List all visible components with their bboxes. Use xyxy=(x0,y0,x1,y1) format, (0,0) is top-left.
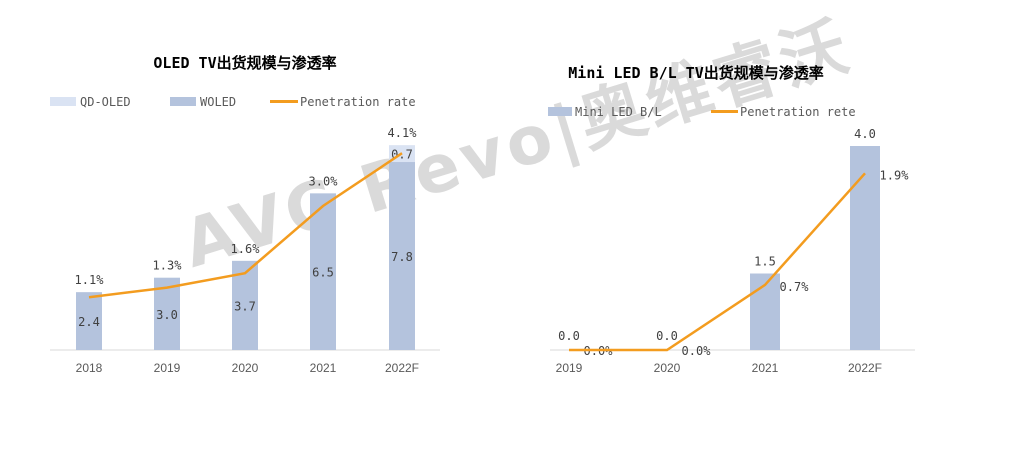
legend-swatch xyxy=(548,107,572,116)
penetration-label: 0.7% xyxy=(780,280,810,294)
data-label: 1.5 xyxy=(754,255,776,269)
penetration-label: 1.9% xyxy=(880,168,910,182)
penetration-label: 1.1% xyxy=(75,273,105,287)
line-penetration-rete xyxy=(569,172,866,352)
data-label: 3.0 xyxy=(156,308,178,322)
data-label: 4.0 xyxy=(854,127,876,141)
penetration-label: 1.6% xyxy=(231,242,261,256)
bar-mini-led xyxy=(850,146,880,350)
x-tick-label: 2018 xyxy=(76,361,103,375)
data-label: 6.5 xyxy=(312,266,334,280)
data-label: 0.0 xyxy=(558,329,580,343)
bar-woled xyxy=(310,193,336,350)
legend-label: Penetration rete xyxy=(740,105,856,119)
legend-label: WOLED xyxy=(200,95,236,109)
bar-woled xyxy=(389,162,415,350)
penetration-label: 1.3% xyxy=(153,259,183,273)
x-tick-label: 2021 xyxy=(310,361,337,375)
data-label: 0.0 xyxy=(656,329,678,343)
chart-title: Mini LED B/L TV出货规模与渗透率 xyxy=(568,64,823,82)
data-label: 3.7 xyxy=(234,299,256,313)
x-tick-label: 2020 xyxy=(232,361,259,375)
line-penetration-rate xyxy=(88,152,403,299)
penetration-label: 3.0% xyxy=(309,174,339,188)
legend-swatch xyxy=(50,97,76,106)
bar-woled xyxy=(76,292,102,350)
data-label: 2.4 xyxy=(78,315,100,329)
chart-title: OLED TV出货规模与渗透率 xyxy=(153,54,336,72)
penetration-label: 0.0% xyxy=(682,344,712,358)
legend-swatch xyxy=(170,97,196,106)
legend-label: Penetration rate xyxy=(300,95,416,109)
x-tick-label: 2022F xyxy=(385,361,419,375)
x-tick-label: 2020 xyxy=(654,361,681,375)
x-tick-label: 2022F xyxy=(848,361,882,375)
legend-label: QD-OLED xyxy=(80,95,131,109)
x-tick-label: 2019 xyxy=(556,361,583,375)
x-tick-label: 2019 xyxy=(154,361,181,375)
data-label: 7.8 xyxy=(391,250,413,264)
penetration-label: 4.1% xyxy=(388,126,418,140)
x-tick-label: 2021 xyxy=(752,361,779,375)
legend-label: Mini LED B/L xyxy=(575,105,662,119)
